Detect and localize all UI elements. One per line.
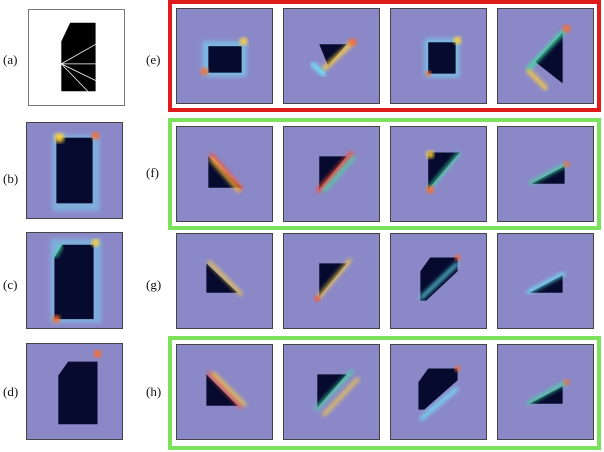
heatmap-f3 [390,126,487,222]
label-h: (h) [146,384,162,399]
heatmap-g2 [283,233,380,329]
heatmap-c [26,232,123,329]
heatmap-e1 [176,8,273,104]
label-g: (g) [146,277,162,292]
heatmap-b [26,122,123,219]
heatmap-h3 [390,344,487,440]
frame-e-red [168,0,601,112]
label-a: (a) [3,52,18,67]
heatmap-g3 [390,233,487,329]
input-shape-panel [28,9,125,106]
heatmap-g4 [497,233,594,329]
label-f: (f) [146,165,159,180]
frame-f-green [168,118,601,230]
label-d: (d) [3,384,19,399]
heatmap-e2 [283,8,380,104]
heatmap-f1 [176,126,273,222]
heatmap-h2 [283,344,380,440]
heatmap-d [26,343,123,440]
frame-h-green [168,336,601,450]
input-shape [61,22,96,92]
heatmap-e4 [497,8,594,104]
heatmap-f4 [497,126,594,222]
label-c: (c) [3,277,18,292]
heatmap-f2 [283,126,380,222]
label-b: (b) [3,171,19,186]
heatmap-e3 [390,8,487,104]
heatmap-g1 [176,233,273,329]
heatmap-h4 [497,344,594,440]
label-e: (e) [146,52,161,67]
heatmap-h1 [176,344,273,440]
